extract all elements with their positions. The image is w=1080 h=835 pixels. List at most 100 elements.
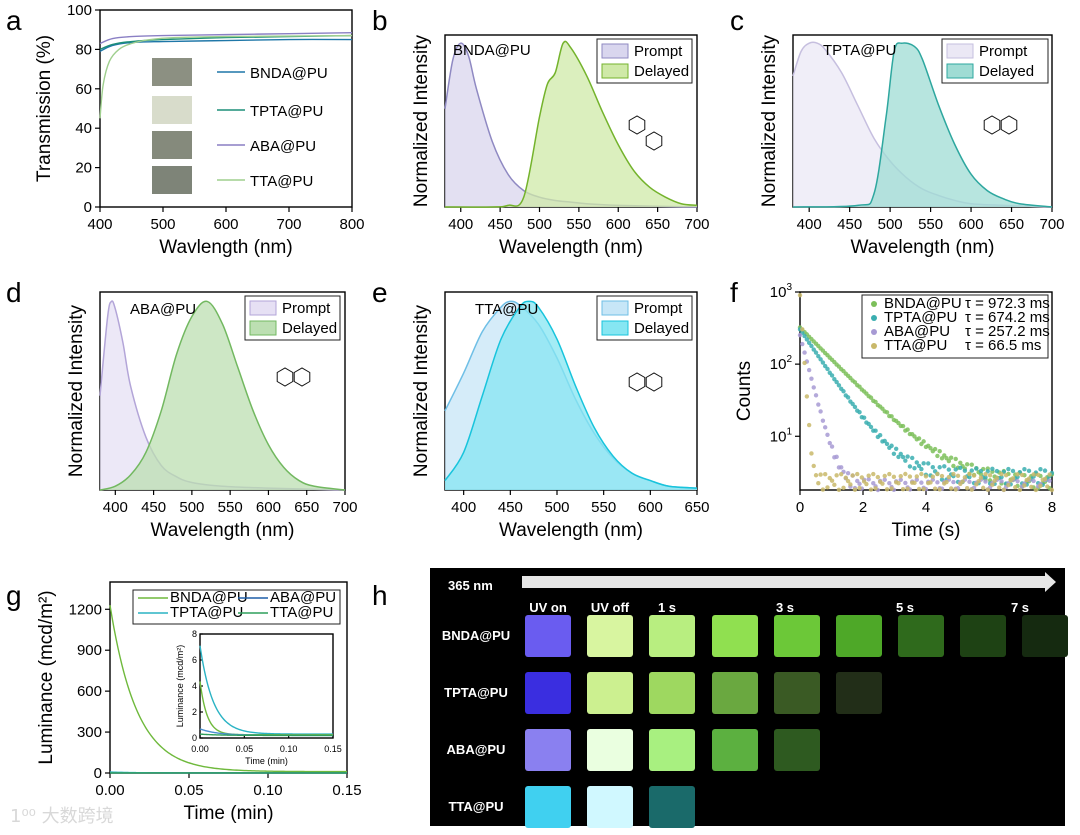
column-label: UV on: [529, 600, 567, 615]
ring: [628, 115, 646, 135]
data-point-aba@pu: [839, 465, 844, 470]
y-tick-label: 0: [94, 765, 102, 782]
data-point-tta@pu: [1017, 487, 1023, 493]
data-point-tpta@pu: [896, 454, 901, 460]
data-point-bnda@pu: [937, 449, 942, 454]
data-point-aba@pu: [818, 409, 823, 414]
excitation-label: 365 nm: [448, 578, 493, 593]
ring: [276, 367, 294, 387]
legend-swatch-delayed: [946, 63, 974, 79]
data-point-tpta@pu: [914, 460, 919, 465]
legend-label: Delayed: [634, 63, 689, 80]
data-point-tta@pu: [1015, 472, 1020, 477]
watermark: 1⁰⁰ 大数跨境: [10, 806, 114, 827]
data-point-bnda@pu: [969, 462, 974, 467]
data-point-tta@pu: [948, 486, 954, 491]
line-delayed: [444, 40, 698, 208]
sample-square-tta@pu: [587, 786, 633, 828]
data-point-tta@pu: [855, 471, 860, 477]
inset-line-tta@pu: [199, 733, 333, 737]
data-point-tpta@pu: [804, 337, 810, 342]
data-point-tta@pu: [811, 463, 816, 469]
data-point-aba@pu: [811, 385, 816, 390]
data-point-tta@pu: [1006, 482, 1011, 488]
area-delayed: [445, 301, 697, 490]
y-tick-label: 103: [770, 282, 793, 301]
y-tick-label: 40: [75, 120, 92, 137]
legend-swatch-delayed: [601, 63, 629, 79]
data-point-tta@pu: [903, 471, 908, 477]
y-tick-label: 0: [84, 199, 92, 216]
sample-square-aba@pu: [774, 729, 820, 771]
x-tick-label: 450: [141, 499, 166, 516]
data-point-tta@pu: [800, 327, 805, 332]
data-point-tta@pu: [999, 472, 1004, 477]
line-delayed: [444, 300, 698, 489]
data-point-tta@pu: [809, 451, 814, 456]
panel-label-a: a: [6, 5, 22, 36]
data-point-tpta@pu: [990, 466, 995, 472]
data-point-aba@pu: [871, 480, 876, 486]
data-point-tta@pu: [1042, 476, 1048, 482]
data-point-tpta@pu: [905, 454, 910, 459]
data-point-tpta@pu: [852, 404, 858, 410]
data-point-tta@pu: [907, 474, 913, 479]
data-point-tpta@pu: [813, 350, 819, 355]
x-tick-label: 8: [1048, 499, 1056, 516]
data-point-tta@pu: [882, 473, 887, 479]
legend-swatch-prompt: [946, 43, 974, 59]
data-point-tta@pu: [1033, 487, 1039, 493]
data-point-tpta@pu: [974, 466, 979, 471]
panel-title: ABA@PU: [130, 301, 196, 318]
legend-label: Prompt: [634, 43, 683, 60]
x-tick-label: 500: [878, 216, 903, 233]
data-point-tta@pu: [997, 485, 1002, 490]
data-point-tpta@pu: [809, 343, 814, 349]
row-label: ABA@PU: [447, 742, 506, 757]
x-tick-label: 400: [448, 216, 473, 233]
sample-square-aba@pu: [587, 729, 633, 771]
row-label: BNDA@PU: [442, 628, 510, 643]
x-tick-label: 0.05: [236, 744, 254, 754]
y-tick-label: 6: [192, 655, 197, 665]
sample-square-tpta@pu: [525, 672, 571, 714]
data-point-tpta@pu: [1026, 468, 1032, 474]
data-point-tpta@pu: [994, 468, 1000, 474]
time-arrow-icon: [522, 572, 1056, 592]
data-point-tta@pu: [1026, 476, 1032, 481]
x-tick-label: 400: [797, 216, 822, 233]
panel-label-c: c: [730, 5, 744, 36]
data-point-tpta@pu: [1038, 467, 1043, 472]
data-point-tpta@pu: [850, 401, 855, 407]
data-point-tta@pu: [987, 473, 993, 478]
legend-label: TPTA@PU: [250, 103, 323, 120]
x-tick-label: 700: [1039, 216, 1064, 233]
y-tick-label: 102: [770, 354, 793, 373]
sample-square-bnda@pu: [1022, 615, 1068, 657]
data-point-tpta@pu: [834, 379, 839, 385]
sample-square-tta@pu: [525, 786, 571, 828]
data-point-aba@pu: [829, 444, 835, 449]
data-point-tta@pu: [951, 471, 956, 477]
y-tick-exponent: 1: [786, 426, 792, 437]
y-tick-label: 8: [192, 629, 197, 639]
data-point-bnda@pu: [951, 463, 956, 469]
x-tick-label: 6: [985, 499, 993, 516]
line-bnda@pu: [109, 605, 348, 773]
x-tick-label: 500: [150, 216, 175, 233]
sample-square-bnda@pu: [525, 615, 571, 657]
data-point-tta@pu: [914, 474, 919, 479]
data-point-aba@pu: [866, 477, 871, 482]
data-point-bnda@pu: [900, 423, 906, 429]
data-point-aba@pu: [1015, 478, 1020, 484]
sample-photo: [152, 58, 192, 86]
inset-bg: [200, 634, 333, 738]
data-point-tta@pu: [923, 474, 929, 479]
legend-label: BNDA@PU: [250, 65, 328, 82]
data-point-bnda@pu: [932, 446, 938, 452]
data-point-tta@pu: [960, 479, 965, 484]
data-point-tta@pu: [816, 480, 821, 486]
data-point-bnda@pu: [978, 471, 984, 477]
data-point-tpta@pu: [877, 432, 883, 438]
data-point-tta@pu: [802, 360, 807, 366]
